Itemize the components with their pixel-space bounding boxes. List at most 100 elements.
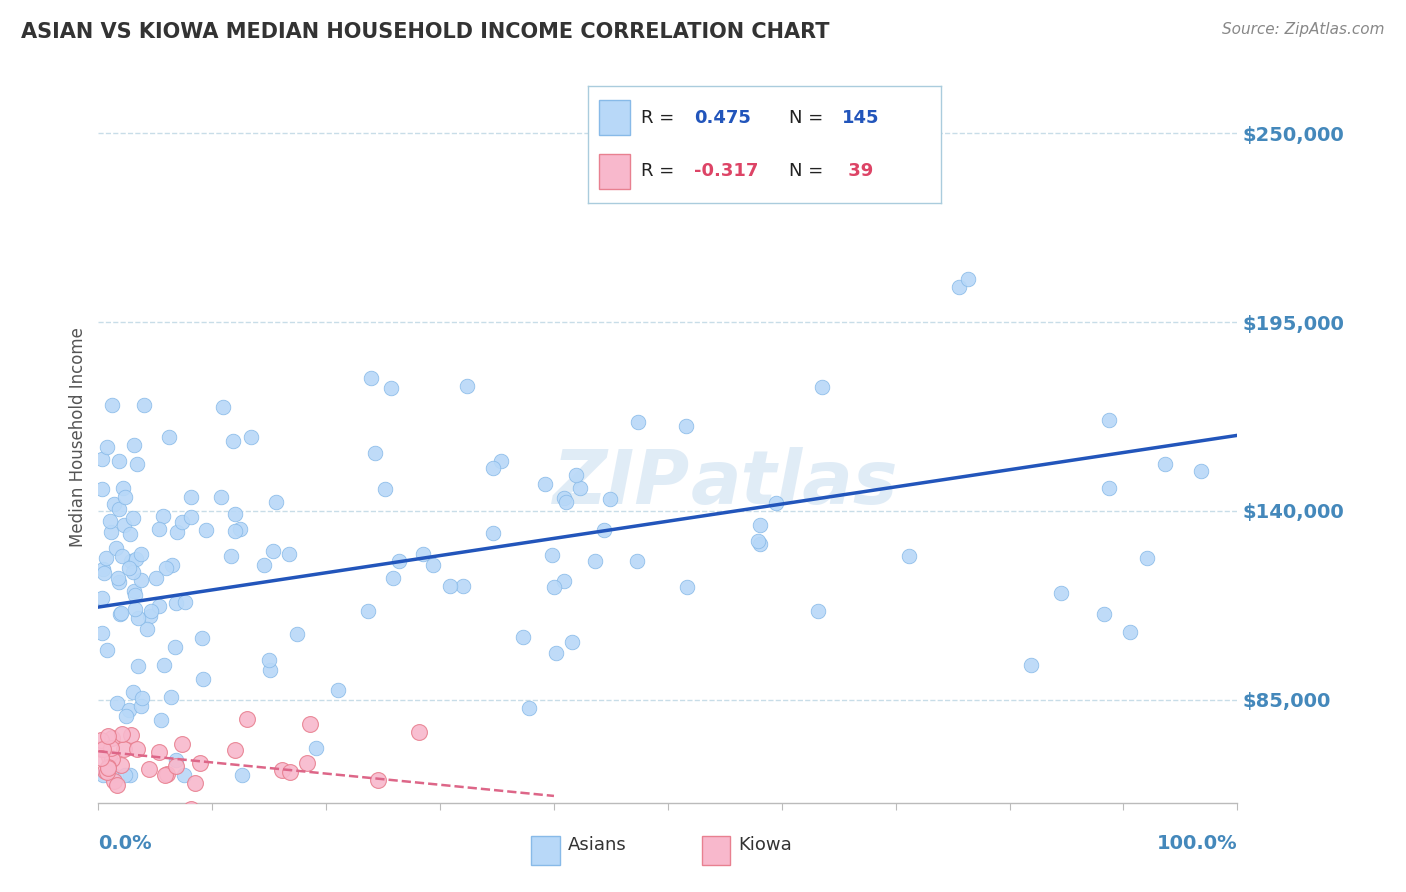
Point <box>91 625 114 640</box>
Point <box>626 554 648 568</box>
Point <box>118 703 141 717</box>
Point <box>191 632 214 646</box>
Point <box>367 773 389 788</box>
Point <box>219 549 242 563</box>
Point <box>749 518 772 533</box>
Text: ASIAN VS KIOWA MEDIAN HOUSEHOLD INCOME CORRELATION CHART: ASIAN VS KIOWA MEDIAN HOUSEHOLD INCOME C… <box>21 22 830 42</box>
Point <box>554 495 576 509</box>
Point <box>257 653 280 667</box>
Point <box>456 378 478 392</box>
Point <box>156 767 179 781</box>
Text: 0.0%: 0.0% <box>98 834 152 853</box>
Point <box>98 750 121 764</box>
Text: atlas: atlas <box>690 447 898 520</box>
Point <box>380 381 402 395</box>
Point <box>1153 457 1175 471</box>
Point <box>108 454 131 468</box>
Point <box>165 758 187 772</box>
Point <box>129 574 152 588</box>
Point <box>148 745 170 759</box>
Point <box>157 430 180 444</box>
Point <box>165 596 187 610</box>
Point <box>543 580 565 594</box>
Point <box>1098 481 1121 495</box>
Point <box>103 497 125 511</box>
Point <box>165 640 187 654</box>
Point <box>180 490 202 504</box>
Point <box>101 398 124 412</box>
Point <box>1098 412 1121 426</box>
Point <box>90 751 112 765</box>
Point <box>159 690 181 704</box>
Point <box>297 756 319 770</box>
Point <box>153 658 176 673</box>
Point <box>96 551 118 566</box>
Point <box>90 591 112 605</box>
Point <box>127 806 149 821</box>
Point <box>127 658 149 673</box>
Point <box>180 802 202 816</box>
Point <box>138 762 160 776</box>
Point <box>101 752 124 766</box>
Point <box>599 491 621 506</box>
Point <box>194 523 217 537</box>
Point <box>1050 586 1073 600</box>
Point <box>253 558 276 573</box>
Point <box>439 579 461 593</box>
Point <box>676 580 699 594</box>
Point <box>224 508 246 522</box>
Point <box>259 663 281 677</box>
Point <box>96 764 118 779</box>
Point <box>111 727 134 741</box>
Point <box>264 495 287 509</box>
Point <box>98 514 121 528</box>
Point <box>103 774 125 789</box>
Point <box>129 699 152 714</box>
Point <box>209 490 232 504</box>
Point <box>125 457 148 471</box>
Point <box>224 743 246 757</box>
Point <box>262 544 284 558</box>
Point <box>112 741 135 756</box>
Point <box>173 595 195 609</box>
Point <box>224 524 246 538</box>
Point <box>561 635 583 649</box>
Point <box>148 599 170 614</box>
Point <box>165 753 187 767</box>
Point <box>374 482 396 496</box>
Point <box>93 742 115 756</box>
Point <box>97 761 120 775</box>
Point <box>120 727 142 741</box>
Point <box>278 547 301 561</box>
Point <box>166 525 188 540</box>
Point <box>229 522 252 536</box>
Text: Asians: Asians <box>568 837 627 855</box>
Point <box>747 533 769 548</box>
Point <box>517 701 540 715</box>
Point <box>105 541 128 555</box>
Point <box>357 604 380 618</box>
Point <box>108 607 131 621</box>
Point <box>138 608 160 623</box>
Point <box>97 730 120 744</box>
Point <box>180 509 202 524</box>
Point <box>120 554 142 568</box>
Point <box>512 630 534 644</box>
Point <box>553 491 575 505</box>
Point <box>212 400 235 414</box>
Point <box>96 643 118 657</box>
Point <box>172 737 194 751</box>
Point <box>239 430 262 444</box>
Point <box>91 562 114 576</box>
Point <box>948 280 970 294</box>
Point <box>388 554 411 568</box>
Bar <box>531 836 560 865</box>
Point <box>363 446 385 460</box>
Point <box>285 627 308 641</box>
Point <box>1136 551 1159 566</box>
Point <box>129 547 152 561</box>
Point <box>93 764 115 778</box>
Point <box>131 690 153 705</box>
Point <box>305 740 328 755</box>
Point <box>112 517 135 532</box>
